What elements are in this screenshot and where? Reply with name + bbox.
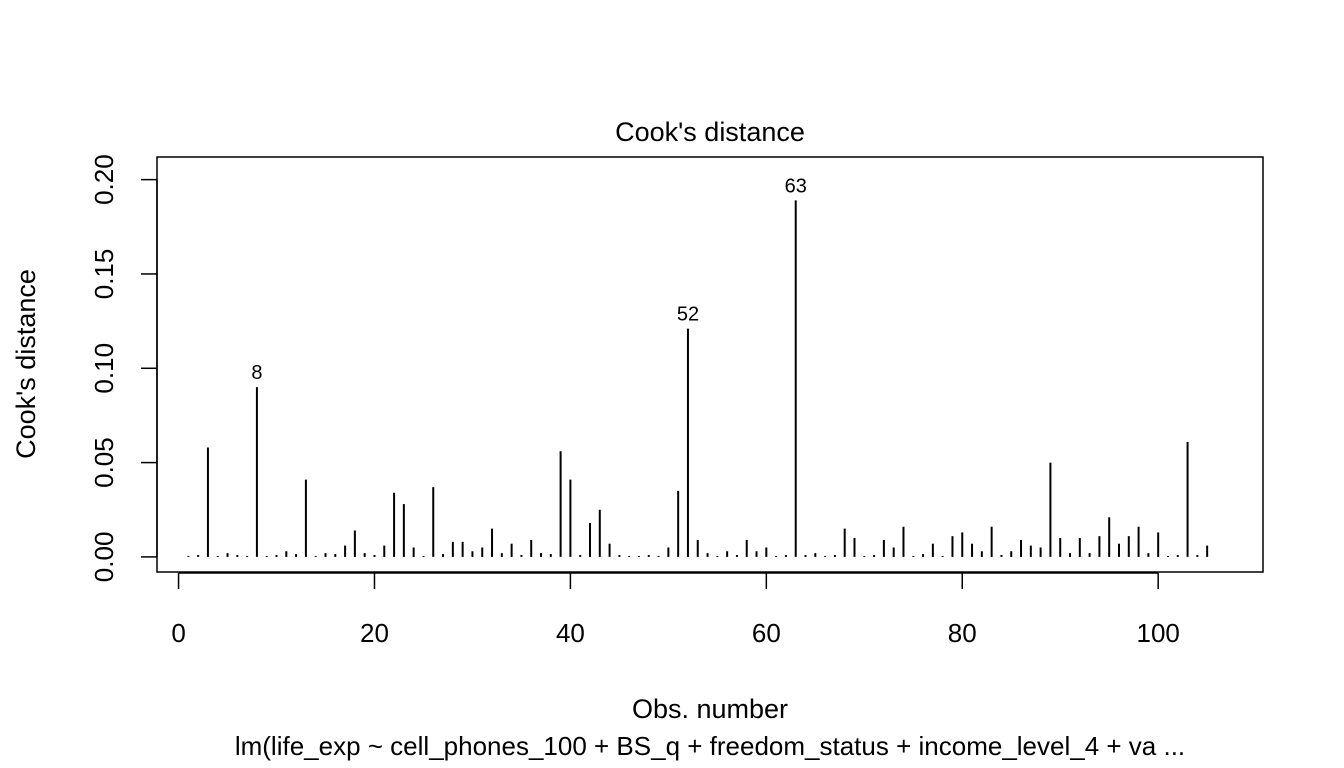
x-axis: 0 20 40 60 80 100 [171, 572, 1180, 648]
model-formula-subtitle: lm(life_exp ~ cell_phones_100 + BS_q + f… [235, 731, 1185, 761]
x-axis-title: Obs. number [632, 694, 788, 724]
x-tick-label: 40 [556, 618, 585, 648]
y-tick-label: 0.10 [89, 343, 119, 394]
point-label-52: 52 [677, 304, 699, 326]
plot-frame [156, 156, 1264, 573]
x-tick-label: 20 [360, 618, 389, 648]
y-tick-label: 0.20 [89, 154, 119, 205]
bars [187, 200, 1209, 557]
y-axis-title: Cook's distance [11, 269, 41, 459]
x-tick-label: 100 [1136, 618, 1179, 648]
x-tick-label: 0 [171, 618, 185, 648]
chart-title: Cook's distance [615, 117, 805, 147]
y-tick-label: 0.15 [89, 249, 119, 300]
x-tick-label: 60 [752, 618, 781, 648]
y-tick-label: 0.05 [89, 437, 119, 488]
point-label-8: 8 [251, 362, 262, 384]
x-tick-label: 80 [948, 618, 977, 648]
point-labels: 8 52 63 [251, 175, 806, 384]
point-label-63: 63 [785, 175, 807, 197]
y-axis: 0.00 0.05 0.10 0.15 0.20 [89, 154, 158, 583]
y-tick-label: 0.00 [89, 532, 119, 583]
